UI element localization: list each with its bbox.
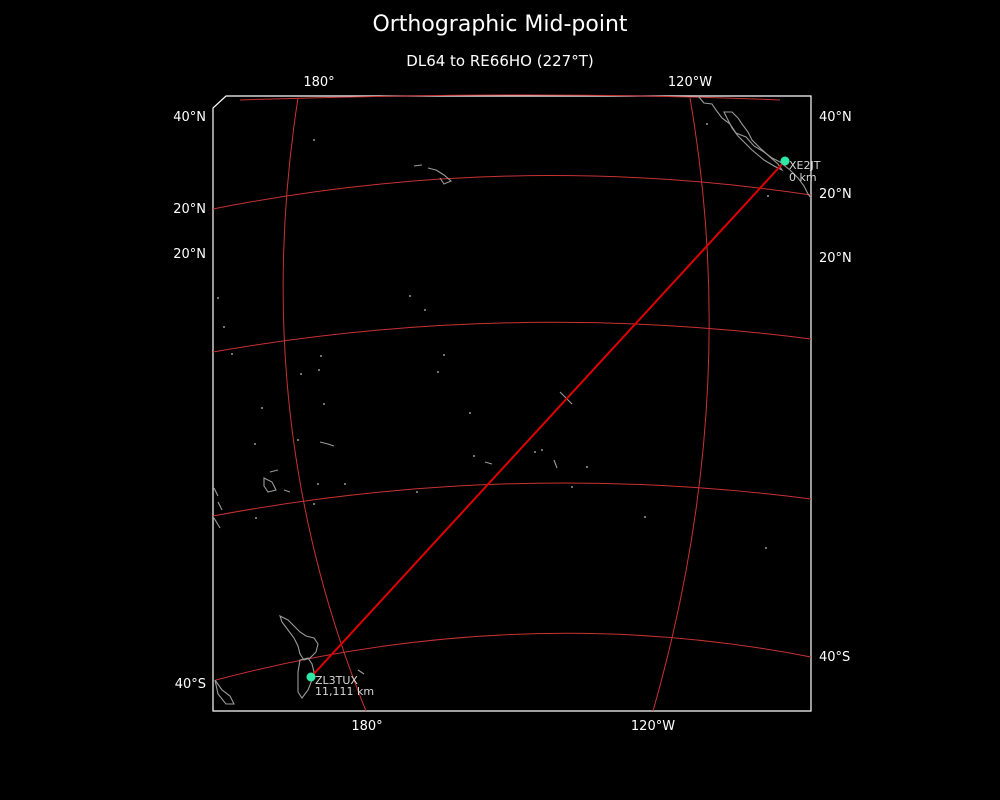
tick-left-40n: 40°N: [173, 110, 206, 125]
tick-left-20n-b: 20°N: [173, 247, 206, 262]
islets: [217, 123, 769, 549]
coast-hawaii: [413, 164, 453, 185]
coast-australia: [214, 679, 235, 705]
map-subtitle: DL64 to RE66HO (227°T): [406, 52, 594, 70]
coast-new-zealand-south: [297, 657, 315, 699]
tick-right-40s: 40°S: [819, 650, 850, 665]
meridian-120w: [652, 97, 710, 712]
start-station-distance: 0 km: [789, 171, 817, 184]
great-circle-path: [310, 160, 786, 678]
coast-vanuatu: [213, 487, 223, 529]
map-frame: [212, 95, 812, 712]
graticule: [212, 94, 812, 712]
tick-top-180: 180°: [303, 75, 334, 90]
map-title: Orthographic Mid-point: [372, 12, 628, 37]
parallel-40n: [239, 94, 781, 101]
start-station-marker: [780, 156, 790, 166]
end-station-marker: [306, 672, 316, 682]
parallel-10n: [212, 321, 812, 353]
tick-left-20n-a: 20°N: [173, 202, 206, 217]
start-station-call: XE2JT: [789, 159, 821, 172]
tick-right-20n-b: 20°N: [819, 251, 852, 266]
tick-top-120w: 120°W: [668, 75, 712, 90]
coast-new-zealand-north: [279, 614, 319, 661]
tick-bottom-120w: 120°W: [631, 719, 675, 734]
tick-right-20n-a: 20°N: [819, 187, 852, 202]
coast-chatham: [357, 669, 365, 675]
parallel-equator: [212, 482, 812, 517]
coast-samoa: [319, 441, 335, 447]
parallel-20n: [212, 175, 812, 210]
tick-right-40n: 40°N: [819, 110, 852, 125]
coast-fiji-islets: [269, 469, 291, 493]
tick-left-40s: 40°S: [175, 677, 206, 692]
tick-bottom-180: 180°: [351, 719, 382, 734]
coast-mexico: [697, 95, 812, 199]
end-station-distance: 11,111 km: [315, 685, 374, 698]
end-station-call: ZL3TUX: [315, 674, 358, 687]
meridian-180: [282, 97, 367, 712]
coast-fiji: [263, 477, 277, 493]
